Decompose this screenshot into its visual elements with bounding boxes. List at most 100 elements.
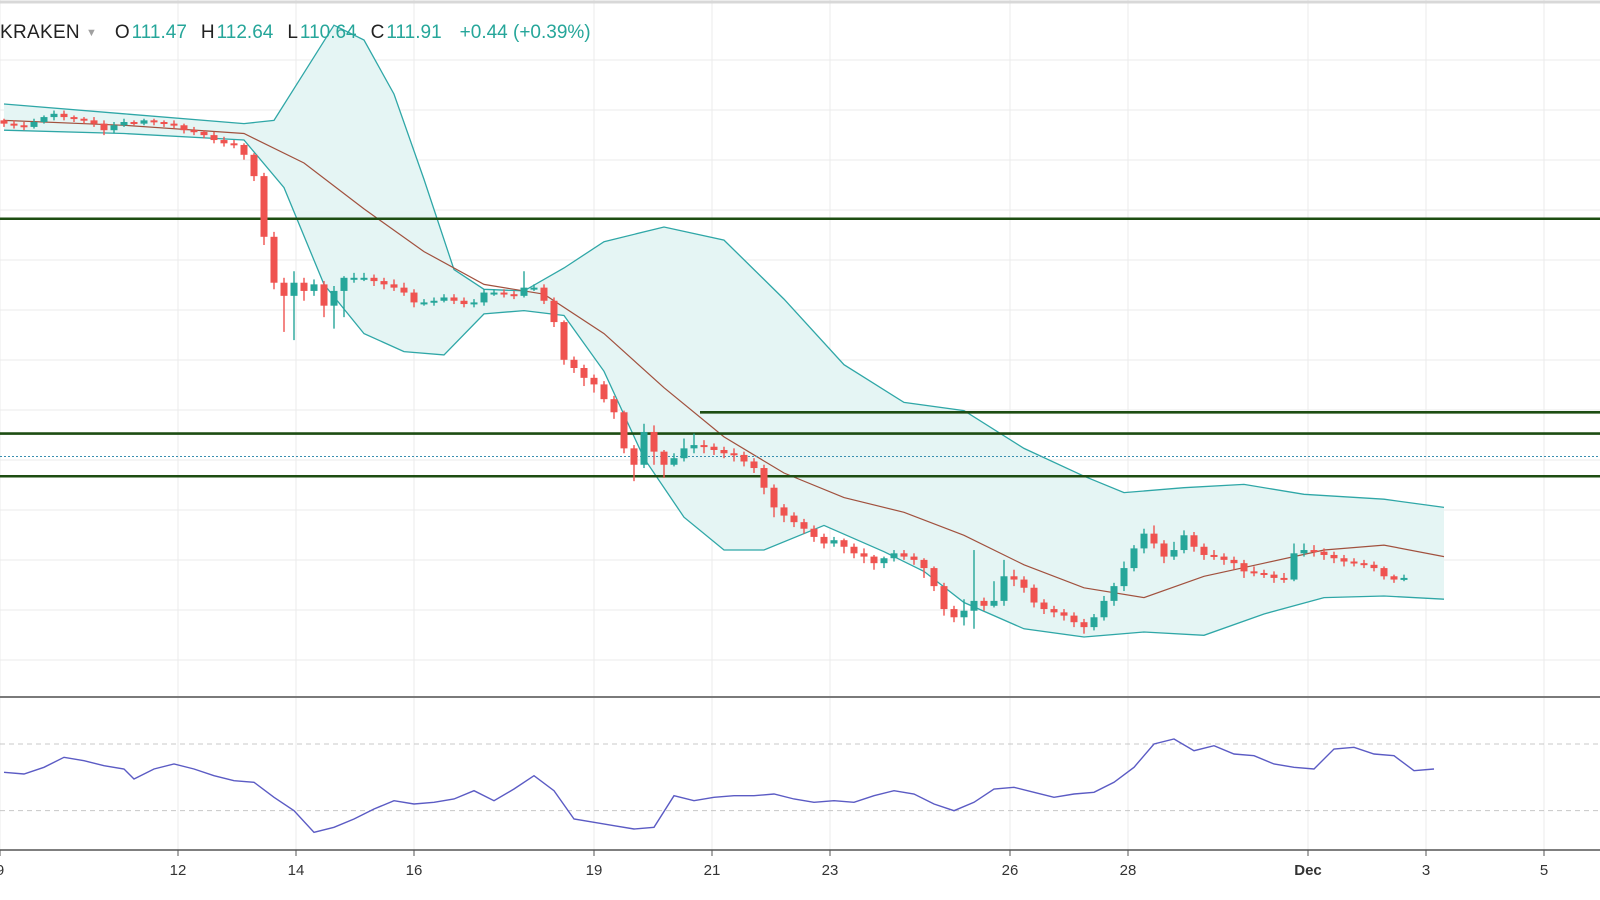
candle-body	[460, 300, 468, 305]
candle-body	[90, 120, 98, 124]
low-label: L	[287, 22, 298, 43]
candle-body	[850, 546, 858, 554]
candle-body	[570, 359, 578, 368]
candle-body	[550, 300, 558, 323]
candle-body	[1080, 622, 1088, 628]
candle-body	[1280, 577, 1288, 580]
candle-body	[690, 445, 698, 449]
x-tick-label: 26	[1002, 862, 1019, 879]
candle-body	[750, 461, 758, 469]
candle-body	[190, 130, 198, 133]
candle-body	[1250, 571, 1258, 574]
candle-body	[250, 154, 258, 177]
candle-body	[1000, 576, 1008, 601]
candle-body	[200, 131, 208, 136]
candle-body	[290, 282, 298, 296]
candle-body	[1320, 551, 1328, 555]
candle-body	[110, 125, 118, 131]
candle-body	[760, 468, 768, 488]
candle-body	[420, 302, 428, 305]
x-tick-label: 9	[0, 862, 4, 879]
candle-body	[610, 399, 618, 413]
candle-body	[1290, 553, 1298, 580]
candle-body	[410, 292, 418, 303]
candle-body	[380, 281, 388, 285]
candle-body	[20, 125, 28, 128]
candle-body	[270, 236, 278, 283]
candle-body	[1220, 556, 1228, 560]
candle-body	[160, 122, 168, 124]
candle-body	[130, 122, 138, 124]
candle-body	[1360, 563, 1368, 566]
candle-body	[1120, 568, 1128, 587]
candle-body	[730, 453, 738, 456]
x-tick-label: 12	[170, 862, 187, 879]
candle-body	[600, 384, 608, 400]
candle-body	[1200, 546, 1208, 555]
candle-body	[400, 287, 408, 293]
open-label: O	[114, 22, 130, 43]
candle-body	[780, 507, 788, 516]
candle-body	[390, 284, 398, 288]
candle-body	[720, 450, 728, 454]
open-value: 111.47	[131, 22, 187, 43]
candle-body	[1030, 587, 1038, 603]
candle-body	[1140, 533, 1148, 549]
candle-body	[1190, 535, 1198, 547]
candle-body	[180, 125, 188, 131]
candle-body	[50, 113, 58, 118]
symbol-label[interactable]: KRAKEN	[0, 22, 80, 43]
candle-body	[170, 123, 178, 126]
candle-body	[1170, 550, 1178, 557]
candle-body	[1310, 550, 1318, 553]
candle-body	[1040, 602, 1048, 610]
candle-body	[1020, 579, 1028, 588]
candle-body	[1070, 615, 1078, 623]
symbol-dropdown-icon[interactable]: ▼	[85, 27, 97, 39]
candle-body	[990, 600, 998, 606]
candle-body	[1160, 543, 1168, 557]
candle-body	[1060, 612, 1068, 616]
candle-body	[860, 553, 868, 557]
bollinger-basis	[3, 119, 1445, 599]
candle-body	[830, 540, 838, 544]
candle-body	[870, 556, 878, 564]
bollinger-fill	[4, 25, 1444, 637]
candle-body	[910, 556, 918, 560]
candle-body	[1240, 563, 1248, 572]
candle-body	[450, 297, 458, 301]
candle-body	[580, 368, 588, 378]
candle-body	[1390, 576, 1398, 580]
candle-body	[470, 302, 478, 305]
candles	[0, 110, 1408, 634]
candle-body	[0, 120, 8, 124]
candle-body	[340, 277, 348, 291]
candle-body	[540, 287, 548, 301]
candle-body	[1300, 550, 1308, 554]
candle-body	[980, 600, 988, 606]
change-value: +0.44 (+0.39%)	[459, 22, 591, 43]
candle-body	[370, 277, 378, 282]
candle-body	[360, 277, 368, 280]
x-tick-label: 14	[288, 862, 305, 879]
high-label: H	[200, 22, 215, 43]
candle-body	[1370, 564, 1378, 569]
candle-body	[1380, 568, 1388, 577]
candle-body	[650, 431, 658, 452]
candle-body	[140, 120, 148, 124]
candle-body	[710, 446, 718, 450]
candle-body	[530, 287, 538, 290]
low-value: 110.64	[299, 22, 357, 43]
candle-body	[310, 284, 318, 291]
candle-body	[900, 553, 908, 557]
candle-body	[1110, 586, 1118, 601]
candle-body	[80, 118, 88, 121]
candle-body	[300, 282, 308, 291]
candle-body	[1050, 609, 1058, 613]
candle-body	[840, 540, 848, 547]
x-tick-label: 21	[704, 862, 721, 879]
candle-body	[740, 454, 748, 462]
candle-body	[1010, 576, 1018, 580]
x-tick-label: 23	[822, 862, 839, 879]
